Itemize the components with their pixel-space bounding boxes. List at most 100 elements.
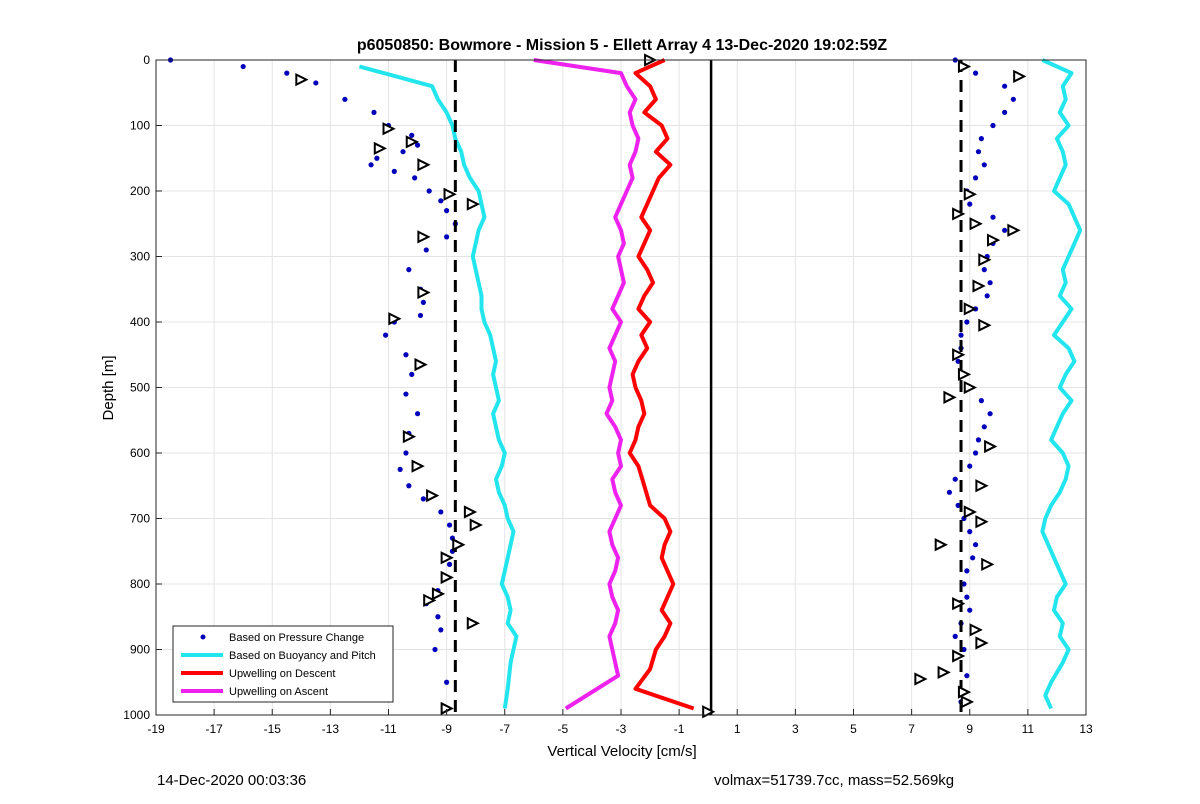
pressure-change-point (438, 627, 444, 633)
x-tick-label: -7 (499, 722, 510, 736)
pressure-change-point (967, 201, 973, 207)
triangle-marker (440, 551, 454, 565)
legend-label: Based on Buoyancy and Pitch (229, 650, 376, 662)
x-tick-label: -5 (558, 722, 569, 736)
triangle-marker (969, 217, 983, 231)
triangle-marker (963, 505, 977, 519)
legend-label: Upwelling on Descent (229, 668, 335, 680)
chart-title: p6050850: Bowmore - Mission 5 - Ellett A… (357, 37, 888, 54)
y-tick-label: 900 (130, 643, 150, 657)
pressure-change-point (952, 476, 958, 482)
pressure-change-point (438, 198, 444, 204)
y-tick-label: 300 (130, 250, 150, 264)
pressure-change-point (946, 489, 953, 495)
triangle-marker (402, 430, 417, 444)
triangle-marker (943, 390, 957, 404)
pressure-change-point (975, 149, 982, 155)
pressure-change-point (987, 280, 993, 286)
pressure-change-point (371, 109, 377, 115)
y-tick-label: 600 (130, 446, 150, 460)
pressure-change-point (978, 398, 984, 404)
triangle-marker (952, 597, 966, 611)
x-tick-label: -15 (264, 722, 282, 736)
pressure-change-point (240, 63, 246, 70)
pressure-change-point (972, 450, 979, 456)
triangle-marker (963, 187, 977, 201)
pressure-change-point (967, 463, 973, 469)
triangle-marker (952, 348, 966, 362)
pressure-change-point (397, 466, 403, 472)
pressure-change-point (446, 561, 453, 567)
triangle-marker (405, 135, 419, 149)
y-tick-label: 200 (130, 184, 150, 198)
pressure-change-point (444, 234, 450, 240)
pressure-change-point (403, 391, 409, 397)
pressure-change-point (972, 70, 979, 76)
pressure-change-point (1002, 109, 1008, 115)
y-tick-label: 1000 (123, 708, 150, 722)
triangle-marker (978, 253, 992, 267)
x-tick-label: 11 (1022, 722, 1035, 736)
y-axis-ticks: 0 100 200 300 400 500 600 700 800 900 1000 (123, 53, 162, 722)
x-axis-ticks: -19 -17 -15 -13 -11 -9 -7 -5 -3 -1 1 3 5 7 9 11 13 (147, 709, 1093, 736)
triangle-marker (466, 197, 481, 211)
triangle-marker (960, 695, 975, 709)
x-tick-label: -17 (205, 722, 223, 736)
pressure-change-point (1002, 227, 1008, 233)
x-tick-label: 3 (792, 722, 799, 736)
triangle-marker (414, 357, 428, 372)
triangle-marker (978, 318, 992, 332)
pressure-change-point (978, 136, 984, 142)
pressure-change-point (403, 352, 409, 358)
pressure-change-point (391, 168, 397, 174)
volmax-mass-text: volmax=51739.7cc, mass=52.569kg (714, 772, 955, 789)
x-tick-label: 9 (966, 722, 973, 736)
pressure-change-point (961, 646, 967, 653)
triangle-marker (295, 73, 309, 87)
triangle-marker (969, 623, 983, 637)
legend-marker (200, 634, 206, 640)
pressure-change-point (417, 312, 424, 319)
y-tick-label: 100 (130, 119, 150, 133)
triangle-marker (417, 285, 431, 300)
pressure-change-point (987, 411, 993, 417)
pressure-change-point (420, 496, 426, 502)
triangle-marker (984, 439, 998, 454)
buoyancy-pitch-line (1040, 58, 1083, 710)
pressure-change-point (400, 149, 406, 155)
pressure-change-point (964, 594, 970, 600)
pressure-change-point (981, 162, 987, 168)
triangle-marker (466, 616, 481, 630)
x-tick-label: -13 (322, 722, 340, 736)
triangle-marker (702, 705, 716, 719)
triangle-marker (463, 505, 478, 519)
triangle-marker (987, 233, 1001, 247)
pressure-change-point (406, 483, 412, 489)
pressure-change-point (406, 267, 412, 273)
pressure-change-point (313, 80, 319, 86)
triangle-marker (975, 636, 989, 650)
x-tick-label: -1 (674, 722, 685, 736)
y-axis-label: Depth [m] (100, 355, 117, 420)
triangle-marker (382, 122, 396, 136)
pressure-change-point (414, 411, 421, 417)
pressure-change-point (1010, 96, 1016, 102)
ascent-upwelling-line (533, 58, 641, 711)
x-tick-label: -19 (147, 722, 165, 736)
triangle-marker (914, 672, 928, 686)
triangle-marker (1013, 69, 1027, 83)
triangle-marker (417, 230, 431, 244)
pressure-change-point (438, 509, 444, 515)
pressure-change-point (446, 522, 453, 528)
pressure-change-point (967, 607, 973, 613)
pressure-change-point (420, 299, 426, 305)
pressure-change-point (426, 188, 432, 194)
triangle-marker (431, 587, 446, 601)
triangle-marker (952, 649, 966, 663)
y-tick-label: 800 (130, 577, 150, 591)
triangle-marker (952, 207, 966, 221)
plot-area (167, 53, 1083, 719)
pressure-change-point (374, 155, 380, 161)
pressure-change-point (961, 581, 967, 587)
